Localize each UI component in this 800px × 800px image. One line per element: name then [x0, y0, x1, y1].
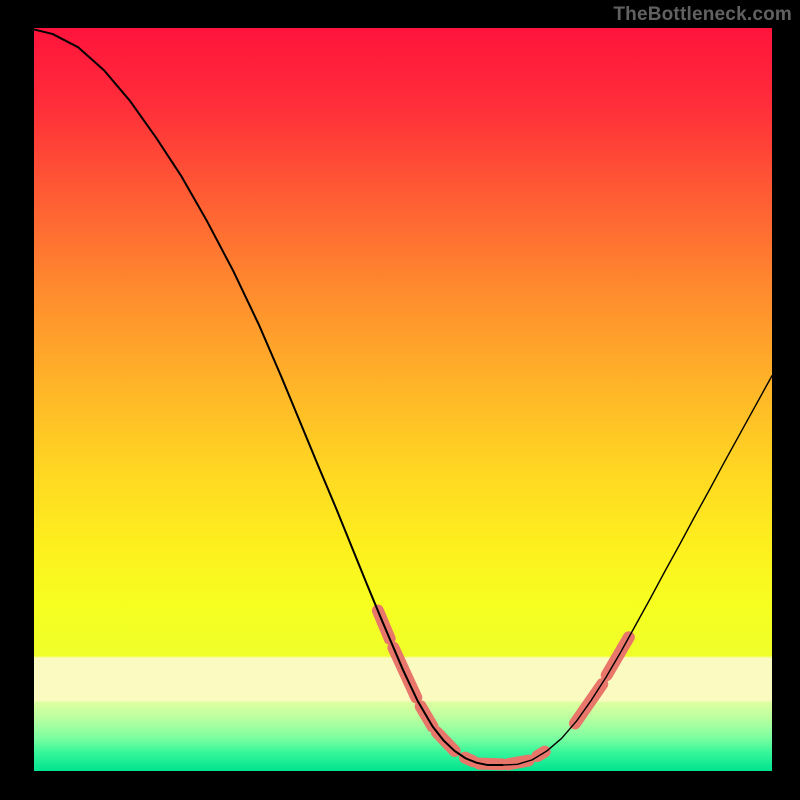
watermark-text: TheBottleneck.com [613, 4, 792, 26]
plot-area [34, 28, 772, 771]
chart-svg [34, 28, 772, 771]
chart-frame: TheBottleneck.com [0, 0, 800, 800]
